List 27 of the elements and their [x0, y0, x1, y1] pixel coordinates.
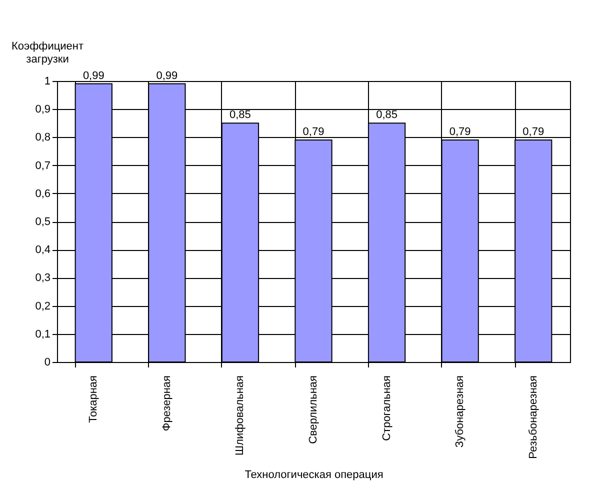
- y-tick-label: 0,1: [35, 328, 50, 340]
- y-tick-label: 0,7: [35, 160, 50, 172]
- y-tick-label: 0,4: [35, 244, 50, 256]
- y-tick-label: 0: [44, 356, 50, 368]
- data-label: 0,79: [449, 126, 471, 138]
- y-tick-label: 0,6: [35, 188, 50, 200]
- y-tick-label: 0,5: [35, 216, 50, 228]
- x-tick-label: Фрезерная: [160, 375, 173, 432]
- x-tick-label: Сверлильная: [308, 375, 320, 444]
- y-tick-label: 1: [44, 76, 50, 88]
- x-tick-label: Резьбонарезная: [527, 375, 540, 459]
- x-tick-label: Строгальная: [380, 375, 393, 441]
- x-tick-label: Зубонарезная: [454, 375, 466, 448]
- data-label: 0,99: [156, 70, 178, 82]
- y-tick-label: 0,8: [35, 132, 50, 144]
- data-label: 0,79: [302, 126, 324, 138]
- data-label: 0,85: [230, 109, 251, 122]
- y-tick-label: 0,3: [35, 272, 50, 284]
- x-tick-label: Шлифовальная: [234, 375, 246, 456]
- data-label: 0,85: [376, 109, 398, 122]
- x-axis-title: Технологическая операция: [244, 468, 384, 481]
- data-label: 0,79: [522, 126, 544, 138]
- y-axis-title: Коэффициент загрузки: [11, 40, 84, 66]
- y-tick-label: 0,9: [35, 104, 50, 116]
- y-tick-label: 0,2: [35, 300, 50, 312]
- data-label: 0,99: [82, 70, 104, 82]
- x-tick-label: Токарная: [88, 375, 100, 423]
